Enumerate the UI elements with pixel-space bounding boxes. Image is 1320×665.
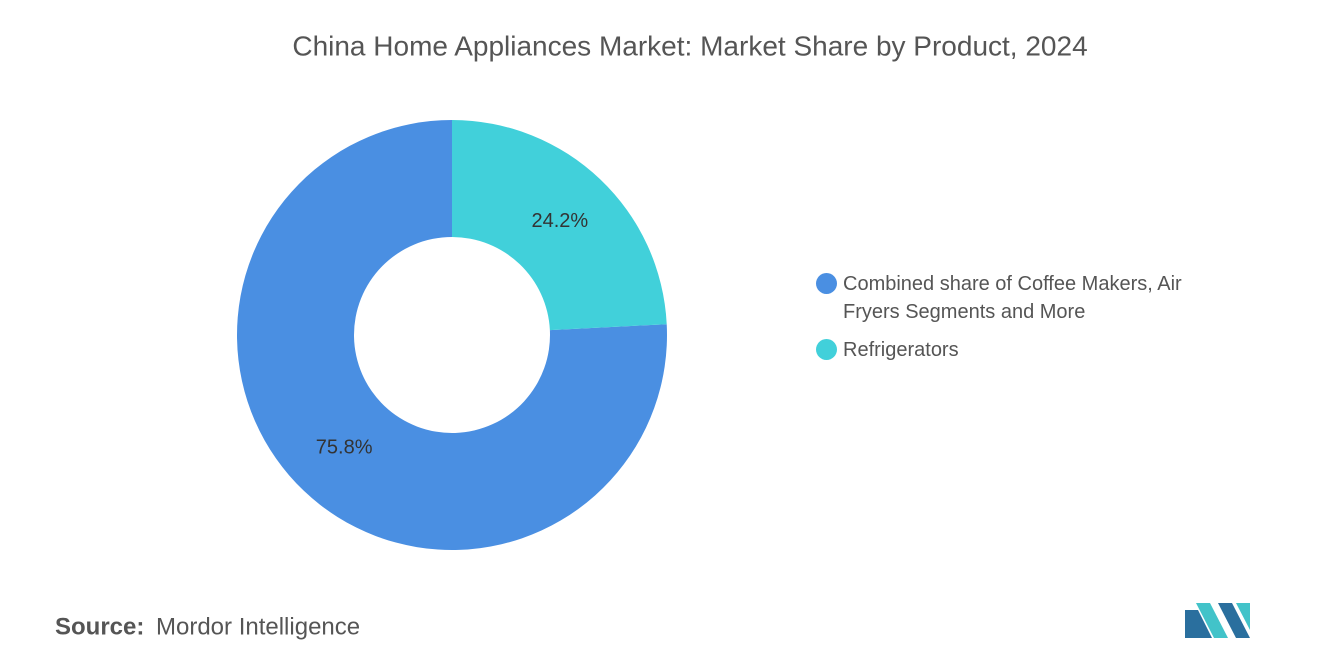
legend-label: Combined share of Coffee Makers, Air Fry… — [843, 273, 1182, 323]
legend-swatch — [816, 339, 837, 360]
logo-shape — [1185, 610, 1212, 638]
legend: Combined share of Coffee Makers, Air Fry… — [816, 270, 1236, 374]
logo-shape — [1236, 603, 1250, 630]
legend-item: Refrigerators — [816, 336, 1236, 364]
legend-label: Refrigerators — [843, 339, 959, 361]
source-label: Source: — [55, 613, 144, 640]
value-label: 24.2% — [531, 210, 588, 232]
logo-shape — [1218, 603, 1250, 638]
slice — [452, 120, 667, 331]
slice — [237, 120, 667, 550]
logo — [1185, 603, 1250, 638]
value-label: 75.8% — [316, 437, 373, 459]
chart-title: China Home Appliances Market: Market Sha… — [292, 30, 1087, 61]
legend-swatch — [816, 273, 837, 294]
logo-shape — [1196, 603, 1228, 638]
legend-item: Combined share of Coffee Makers, Air Fry… — [816, 270, 1236, 326]
source-name: Mordor Intelligence — [156, 613, 360, 640]
